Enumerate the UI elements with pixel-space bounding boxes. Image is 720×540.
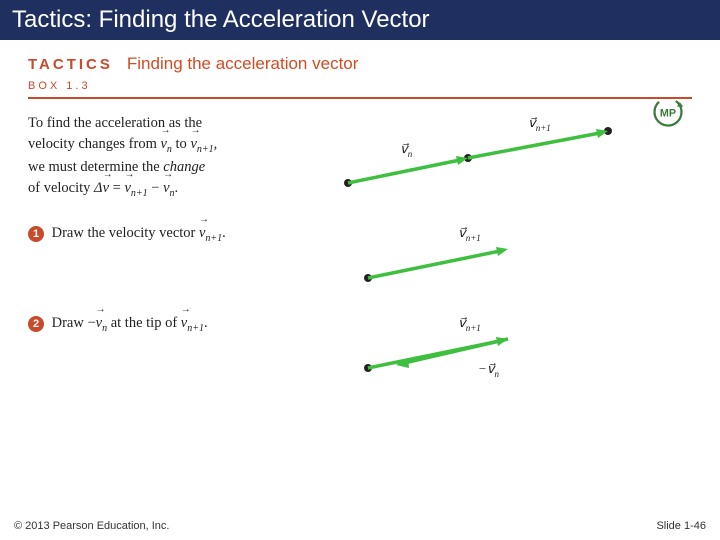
step1-text: 1 Draw the velocity vector vn+1. [28,223,308,246]
step1-pre: Draw the velocity vector [52,225,199,241]
tactics-title: Finding the acceleration vector [127,54,359,74]
footer: © 2013 Pearson Education, Inc. Slide 1-4… [14,520,706,532]
svg-text:v⃗n+1: v⃗n+1 [458,225,481,243]
intro-line-3a: we must determine the [28,159,163,175]
vec-vn1-s2: vn+1 [181,313,204,336]
intro-line-2c: , [214,136,218,152]
intro-eq: Δv = vn+1 − vn. [94,180,178,196]
vec-vn: vn [160,134,171,157]
intro-line-4a: of velocity [28,180,94,196]
diagram-1: v⃗n v⃗n+1 [308,113,692,203]
step-number-1: 1 [28,226,44,242]
step2-mid: at the tip of [107,315,181,331]
tactics-label: TACTICS [28,56,113,73]
svg-text:−v⃗n: −v⃗n [478,361,499,379]
copyright-text: © 2013 Pearson Education, Inc. [14,520,169,532]
page-title: Tactics: Finding the Acceleration Vector [12,6,430,33]
intro-line-1: To find the acceleration as the [28,115,202,131]
vec-vn1-s1: vn+1 [199,223,222,246]
diagram-2: v⃗n+1 [308,223,692,293]
title-bar: Tactics: Finding the Acceleration Vector [0,0,720,40]
svg-text:v⃗n: v⃗n [400,141,413,159]
tactics-header: TACTICS Finding the acceleration vector [28,54,692,74]
step2-row: 2 Draw −vn at the tip of vn+1. v⃗n+1 −v⃗… [28,313,692,393]
vec-neg-vn: vn [96,313,107,336]
vec-vn1: vn+1 [190,134,213,157]
step2-post: . [204,315,208,331]
step1-post: . [222,225,226,241]
step2-text: 2 Draw −vn at the tip of vn+1. [28,313,308,336]
header-rule [28,97,692,99]
step1-row: 1 Draw the velocity vector vn+1. v⃗n+1 [28,223,692,293]
diagram-3: v⃗n+1 −v⃗n [308,313,692,393]
intro-line-2b: to [172,136,191,152]
svg-text:v⃗n+1: v⃗n+1 [528,115,551,133]
step-number-2: 2 [28,316,44,332]
intro-text: To find the acceleration as the velocity… [28,113,308,202]
intro-line-2a: velocity changes from [28,136,160,152]
content-area: TACTICS Finding the acceleration vector … [0,40,720,393]
intro-row: To find the acceleration as the velocity… [28,113,692,203]
svg-text:v⃗n+1: v⃗n+1 [458,315,481,333]
step2-pre: Draw [52,315,88,331]
box-label: BOX 1.3 [28,80,91,92]
slide-number: Slide 1-46 [656,520,706,532]
